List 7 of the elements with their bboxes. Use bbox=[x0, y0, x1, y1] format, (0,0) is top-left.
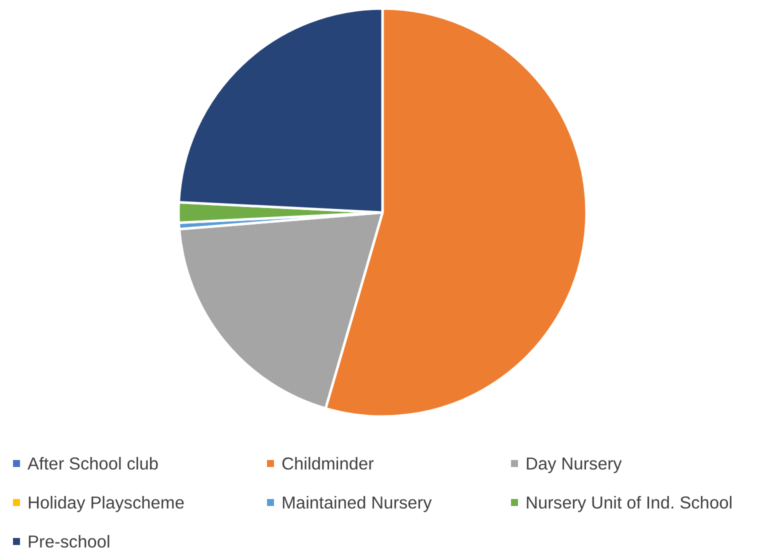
legend-label: Childminder bbox=[282, 454, 374, 474]
legend-label: Day Nursery bbox=[526, 454, 622, 474]
legend-label: Pre-school bbox=[28, 532, 110, 551]
legend-label: Holiday Playscheme bbox=[28, 492, 184, 512]
legend-label: After School club bbox=[28, 454, 158, 474]
legend-label: Nursery Unit of Ind. School bbox=[526, 492, 733, 512]
legend-label: Maintained Nursery bbox=[282, 492, 432, 512]
